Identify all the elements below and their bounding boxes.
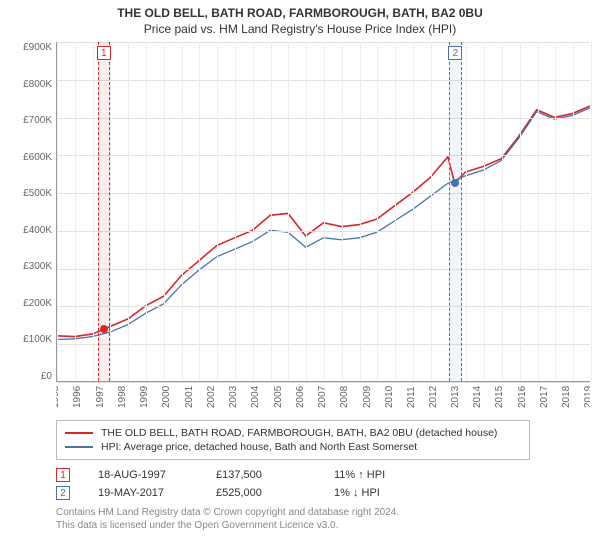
transaction-price: £137,500 [216, 469, 306, 481]
gridline-vertical [591, 42, 592, 381]
transaction-marker: 2 [56, 486, 70, 500]
y-tick-label: £500K [10, 188, 52, 199]
y-tick-label: £800K [10, 79, 52, 90]
legend-item-hpi: HPI: Average price, detached house, Bath… [65, 441, 521, 453]
gridline-vertical [93, 42, 94, 381]
gridline-vertical [306, 42, 307, 381]
gridline-vertical [360, 42, 361, 381]
y-tick-label: £0 [10, 371, 52, 382]
legend-label-hpi: HPI: Average price, detached house, Bath… [101, 441, 417, 453]
gridline-vertical [57, 42, 58, 381]
transaction-price: £525,000 [216, 487, 306, 499]
event-band [449, 42, 461, 381]
gridline-vertical [520, 42, 521, 381]
gridline-vertical [182, 42, 183, 381]
x-axis: 1995199619971998199920002001200220032004… [56, 382, 590, 412]
gridline-vertical [146, 42, 147, 381]
y-tick-label: £300K [10, 261, 52, 272]
chart-title: THE OLD BELL, BATH ROAD, FARMBOROUGH, BA… [10, 6, 590, 20]
gridline-vertical [235, 42, 236, 381]
legend: THE OLD BELL, BATH ROAD, FARMBOROUGH, BA… [56, 420, 530, 460]
y-tick-label: £700K [10, 115, 52, 126]
legend-swatch-property [65, 432, 93, 434]
y-tick-label: £400K [10, 225, 52, 236]
event-marker-box: 1 [97, 46, 111, 60]
legend-item-property: THE OLD BELL, BATH ROAD, FARMBOROUGH, BA… [65, 427, 521, 439]
transaction-row: 2 19-MAY-2017 £525,000 1% ↓ HPI [56, 486, 590, 500]
transaction-delta: 1% ↓ HPI [334, 487, 424, 499]
chart-area: £900K £800K £700K £600K £500K £400K £300K £200K… [10, 42, 590, 412]
transaction-delta: 11% ↑ HPI [334, 469, 424, 481]
gridline-vertical [555, 42, 556, 381]
legend-label-property: THE OLD BELL, BATH ROAD, FARMBOROUGH, BA… [101, 427, 497, 439]
y-tick-label: £200K [10, 298, 52, 309]
gridline-vertical [413, 42, 414, 381]
event-marker-box: 2 [448, 46, 462, 60]
y-tick-label: £900K [10, 42, 52, 53]
event-dot [100, 325, 108, 333]
gridline-vertical [573, 42, 574, 381]
gridline-vertical [199, 42, 200, 381]
gridline-vertical [217, 42, 218, 381]
gridline-vertical [128, 42, 129, 381]
gridline-vertical [538, 42, 539, 381]
y-axis: £900K £800K £700K £600K £500K £400K £300K £200K… [10, 42, 56, 382]
legend-swatch-hpi [65, 446, 93, 448]
event-dot [451, 179, 459, 187]
plot-area: 12 [56, 42, 590, 382]
gridline-vertical [324, 42, 325, 381]
gridline-vertical [342, 42, 343, 381]
gridline-vertical [431, 42, 432, 381]
chart-subtitle: Price paid vs. HM Land Registry's House … [10, 22, 590, 36]
gridline-vertical [253, 42, 254, 381]
x-tick-label: 2019 [583, 386, 590, 408]
chart-container: THE OLD BELL, BATH ROAD, FARMBOROUGH, BA… [0, 0, 600, 536]
gridline-vertical [395, 42, 396, 381]
gridline-vertical [484, 42, 485, 381]
transactions-list: 1 18-AUG-1997 £137,500 11% ↑ HPI 2 19-MAY-201… [10, 468, 590, 500]
transaction-marker: 1 [56, 468, 70, 482]
footer-line-1: Contains HM Land Registry data © Crown c… [56, 506, 590, 519]
gridline-vertical [164, 42, 165, 381]
transaction-row: 1 18-AUG-1997 £137,500 11% ↑ HPI [56, 468, 590, 482]
y-tick-label: £600K [10, 152, 52, 163]
gridline-vertical [271, 42, 272, 381]
gridline-vertical [288, 42, 289, 381]
y-tick-label: £100K [10, 334, 52, 345]
gridline-vertical [502, 42, 503, 381]
gridline-vertical [377, 42, 378, 381]
transaction-date: 18-AUG-1997 [98, 469, 188, 481]
footer: Contains HM Land Registry data © Crown c… [56, 506, 590, 532]
gridline-vertical [466, 42, 467, 381]
footer-line-2: This data is licensed under the Open Gov… [56, 519, 590, 532]
transaction-date: 19-MAY-2017 [98, 487, 188, 499]
gridline-vertical [75, 42, 76, 381]
gridline-vertical [110, 42, 111, 381]
